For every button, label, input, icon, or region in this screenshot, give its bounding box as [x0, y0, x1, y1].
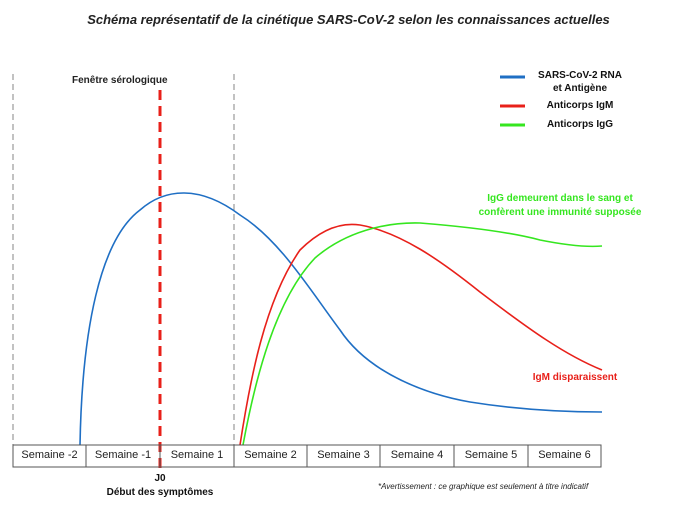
week-label: Semaine 2 — [244, 449, 297, 461]
igg-annotation-line1: IgG demeurent dans le sang et — [487, 193, 633, 204]
week-label: Semaine -1 — [94, 449, 152, 461]
week-label: Semaine 5 — [464, 449, 518, 461]
igm-annotation: IgM disparaissent — [532, 372, 618, 383]
rna-antigen-curve — [79, 192, 603, 446]
igg-annotation-line2: confèrent une immunité supposée — [478, 207, 642, 218]
legend-igm-label: Anticorps IgM — [546, 100, 614, 111]
week-label: Semaine 6 — [538, 449, 591, 461]
j0-label: J0 — [154, 473, 166, 484]
igm-curve — [239, 223, 603, 446]
week-label: Semaine 1 — [170, 449, 224, 461]
symptom-onset-label: Début des symptômes — [106, 487, 214, 498]
legend-rna-line1: SARS-CoV-2 RNA — [538, 70, 622, 81]
legend-rna-label: SARS-CoV-2 RNA et Antigène — [530, 70, 630, 94]
serology-window-label: Fenêtre sérologique — [72, 75, 168, 86]
week-label: Semaine -2 — [21, 449, 78, 461]
disclaimer-text: *Avertissement : ce graphique est seulem… — [378, 482, 589, 491]
legend-igg-label: Anticorps IgG — [546, 119, 614, 130]
week-label: Semaine 3 — [317, 449, 370, 461]
legend-rna-line2: et Antigène — [552, 83, 608, 94]
igg-annotation: IgG demeurent dans le sang et confèrent … — [460, 193, 660, 218]
diagram-title: Schéma représentatif de la cinétique SAR… — [87, 12, 610, 27]
igg-curve — [242, 222, 603, 446]
week-axis — [12, 444, 602, 468]
week-label: Semaine 4 — [390, 449, 444, 461]
